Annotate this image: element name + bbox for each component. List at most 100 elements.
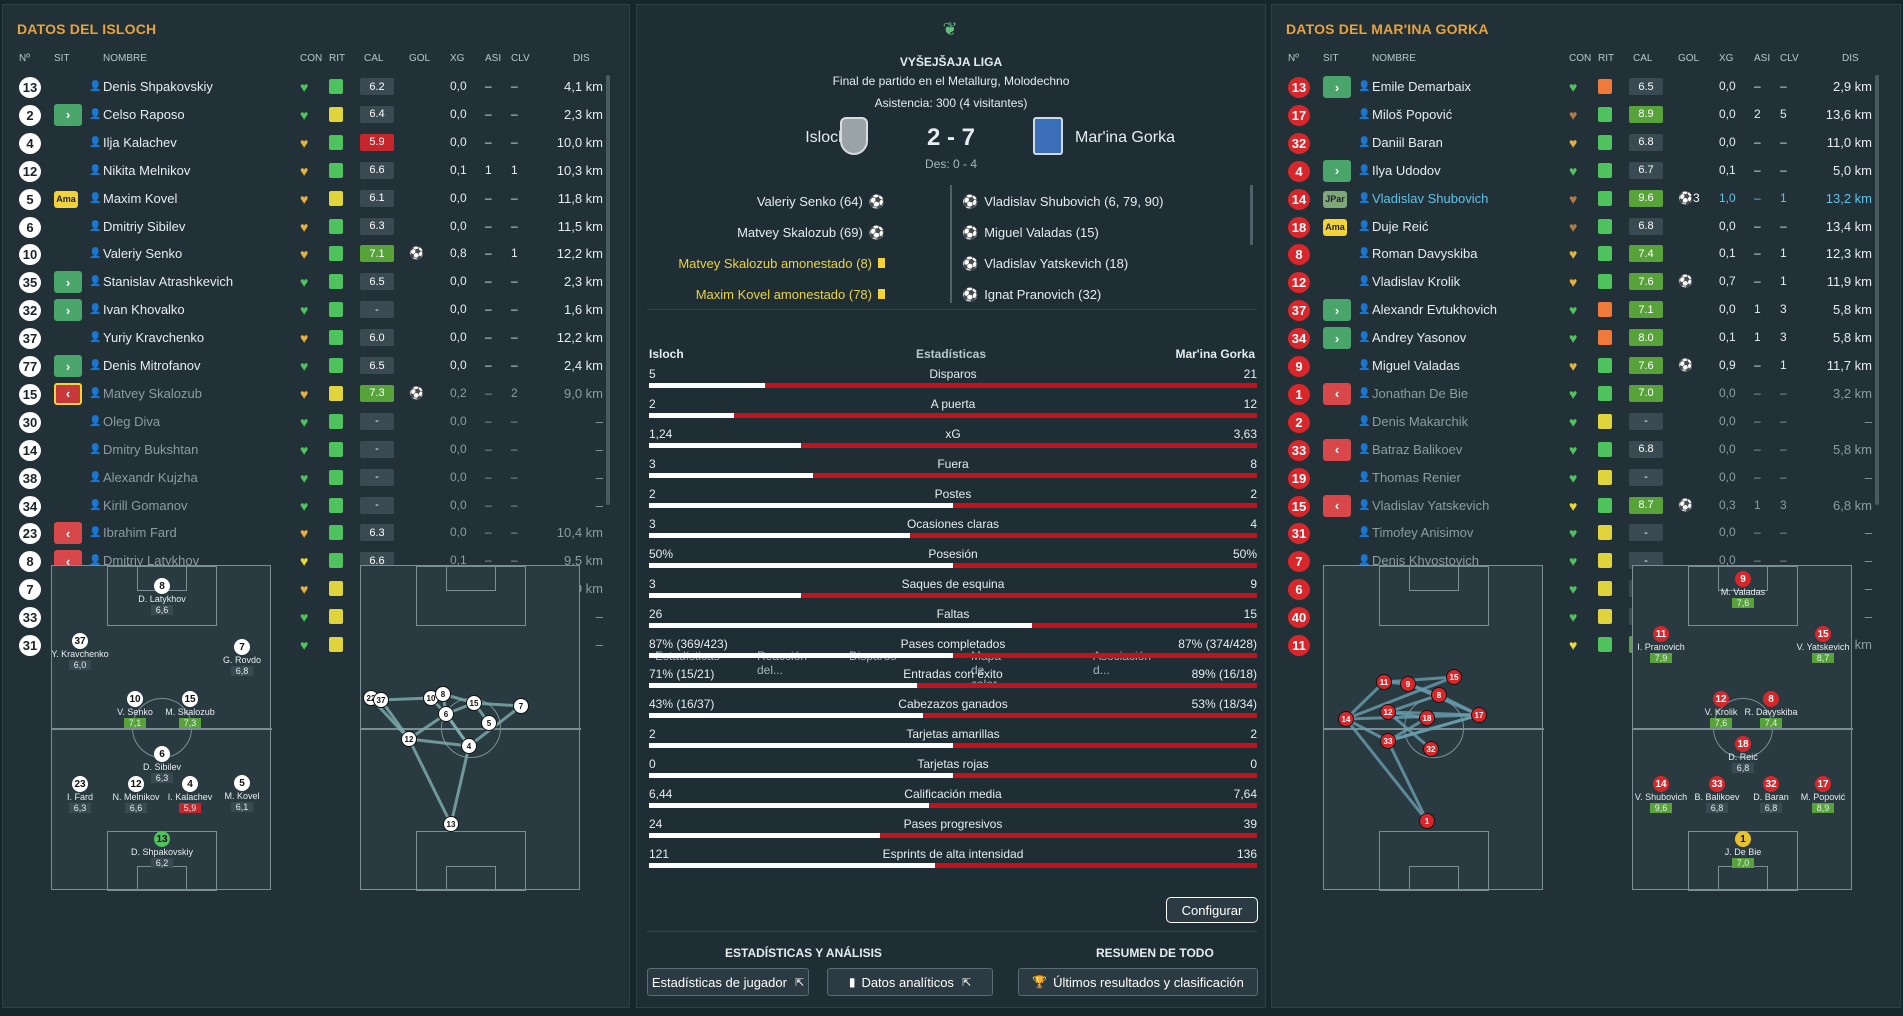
- table-row[interactable]: 14 👤 Dmitry Bukshtan ♥ - 0,0 – – –: [3, 436, 629, 464]
- table-row[interactable]: 6 👤 Dmitriy Sibilev ♥ 6.3 0,0 – – 11,5 km: [3, 213, 629, 241]
- away-event[interactable]: ⚽ Vladislav Shubovich (6, 79, 90): [962, 194, 1163, 210]
- player-name[interactable]: Ilja Kalachev: [103, 134, 177, 150]
- formation-player[interactable]: 12 N. Melnikov 6,6: [101, 776, 171, 813]
- player-name[interactable]: Dmitry Bukshtan: [103, 441, 199, 457]
- header-nombre[interactable]: NOMBRE: [1372, 53, 1416, 64]
- player-name[interactable]: Timofey Anisimov: [1372, 525, 1474, 541]
- formation-player[interactable]: 14 V. Shubovich 9,6: [1626, 776, 1696, 813]
- header-dis[interactable]: DIS: [1842, 53, 1859, 64]
- table-row[interactable]: 4 › 👤 Ilya Udodov ♥ 6.7 0,1 – – 5,0 km: [1272, 157, 1900, 185]
- formation-player[interactable]: 10 V. Senko 7,1: [100, 691, 170, 728]
- player-name[interactable]: Duje Reić: [1372, 218, 1429, 234]
- player-name[interactable]: Nikita Melnikov: [103, 162, 191, 178]
- table-row[interactable]: 17 👤 Miloš Popović ♥ 8.9 0,0 2 5 13,6 km: [1272, 101, 1900, 129]
- player-name[interactable]: Alexandr Evtukhovich: [1372, 302, 1498, 318]
- header-gol[interactable]: GOL: [409, 53, 431, 64]
- home-team-name[interactable]: Isloch: [805, 129, 847, 146]
- away-event[interactable]: ⚽ Vladislav Yatskevich (18): [962, 256, 1128, 272]
- player-name[interactable]: Miguel Valadas: [1372, 358, 1460, 373]
- table-row[interactable]: 8 👤 Roman Davyskiba ♥ 7.4 0,1 – 1 12,3 km: [1272, 240, 1900, 268]
- header-asi[interactable]: ASI: [485, 53, 502, 64]
- player-name[interactable]: Denis Shpakovskiy: [103, 79, 213, 94]
- table-row[interactable]: 34 › 👤 Andrey Yasonov ♥ 8.0 0,1 1 3 5,8 km: [1272, 324, 1900, 352]
- home-scrollbar[interactable]: [606, 75, 610, 505]
- configure-button[interactable]: Configurar: [1166, 897, 1258, 923]
- table-row[interactable]: 9 👤 Miguel Valadas ♥ 7.6 ⚽ 0,9 – 1 11,7 km: [1272, 352, 1900, 380]
- player-name[interactable]: Maxim Kovel: [103, 190, 178, 206]
- formation-player[interactable]: 23 I. Fard 6,3: [45, 776, 115, 813]
- table-row[interactable]: 31 👤 Timofey Anisimov ♥ - 0,0 – – –: [1272, 519, 1900, 547]
- table-row[interactable]: 19 👤 Thomas Renier ♥ - 0,0 – – –: [1272, 464, 1900, 492]
- player-name[interactable]: Denis Mitrofanov: [103, 358, 201, 373]
- away-event[interactable]: ⚽ Miguel Valadas (15): [962, 225, 1099, 241]
- table-row[interactable]: 37 › 👤 Alexandr Evtukhovich ♥ 7.1 0,0 1 3 5,8 km: [1272, 296, 1900, 324]
- player-name[interactable]: Denis Khvostovich: [1372, 553, 1479, 569]
- player-name[interactable]: Yuriy Kravchenko: [103, 330, 205, 346]
- table-row[interactable]: 2 👤 Denis Makarchik ♥ - 0,0 – – –: [1272, 408, 1900, 436]
- player-name[interactable]: Ilya Udodov: [1372, 162, 1441, 178]
- table-row[interactable]: 13 › 👤 Emile Demarbaix ♥ 6.5 0,0 – – 2,9 km: [1272, 73, 1900, 101]
- home-event[interactable]: Maxim Kovel amonestado (78): [696, 287, 885, 302]
- formation-player[interactable]: 9 M. Valadas 7,6: [1708, 571, 1778, 608]
- header-con[interactable]: CON: [1569, 53, 1592, 64]
- formation-player[interactable]: 18 D. Reić 6,8: [1708, 736, 1778, 773]
- formation-player[interactable]: 12 V. Krolik 7,6: [1686, 691, 1756, 728]
- header-clv[interactable]: CLV: [1780, 53, 1799, 64]
- header-sit[interactable]: SIT: [54, 53, 70, 64]
- table-row[interactable]: 14 JPar 👤 Vladislav Shubovich ♥ 9.6 ⚽3 1,0 – 1 13,…: [1272, 185, 1900, 213]
- header-con[interactable]: CON: [300, 53, 323, 64]
- player-name[interactable]: Thomas Renier: [1372, 469, 1461, 485]
- header-xg[interactable]: XG: [1719, 53, 1734, 64]
- formation-player[interactable]: 1 J. De Bie 7,0: [1708, 831, 1778, 868]
- header-sit[interactable]: SIT: [1323, 53, 1339, 64]
- player-name[interactable]: Ivan Khovalko: [103, 302, 185, 318]
- header-cal[interactable]: CAL: [1633, 53, 1653, 64]
- table-row[interactable]: 33 ‹ 👤 Batraz Balikoev ♥ 6.8 0,0 – – 5,8 km: [1272, 436, 1900, 464]
- formation-player[interactable]: 5 M. Kovel 6,1: [207, 775, 277, 812]
- player-name[interactable]: Dmitriy Sibilev: [103, 218, 186, 234]
- player-name[interactable]: Denis Makarchik: [1372, 413, 1469, 429]
- table-row[interactable]: 23 ‹ 👤 Ibrahim Fard ♥ 6.3 0,0 – – 10,4 km: [3, 519, 629, 547]
- formation-player[interactable]: 8 R. Davyskiba 7,4: [1736, 691, 1806, 728]
- table-row[interactable]: 12 👤 Nikita Melnikov ♥ 6.6 0,1 1 1 10,3 km: [3, 157, 629, 185]
- player-name[interactable]: Valeriy Senko: [103, 246, 183, 262]
- home-event[interactable]: Matvey Skalozub (69) ⚽: [737, 225, 885, 241]
- formation-player[interactable]: 33 B. Balikoev 6,8: [1682, 776, 1752, 813]
- table-row[interactable]: 77 › 👤 Denis Mitrofanov ♥ 6.5 0,0 – – 2,4 km: [3, 352, 629, 380]
- table-row[interactable]: 35 › 👤 Stanislav Atrashkevich ♥ 6.5 0,0 – – 2,3 k…: [3, 268, 629, 296]
- header-cal[interactable]: CAL: [364, 53, 384, 64]
- table-row[interactable]: 15 ‹ 👤 Matvey Skalozub ♥ 7.3 ⚽ 0,2 – 2 9,0 km: [3, 380, 629, 408]
- player-name[interactable]: Jonathan De Bie: [1372, 385, 1469, 401]
- player-name[interactable]: Celso Raposo: [103, 106, 185, 122]
- table-row[interactable]: 5 Ama 👤 Maxim Kovel ♥ 6.1 0,0 – – 11,8 km: [3, 185, 629, 213]
- formation-player[interactable]: 11 I. Pranovich 7,9: [1626, 626, 1696, 663]
- player-name[interactable]: Miloš Popović: [1372, 106, 1453, 122]
- table-row[interactable]: 37 👤 Yuriy Kravchenko ♥ 6.0 0,0 – – 12,2 km: [3, 324, 629, 352]
- player-name[interactable]: Batraz Balikoev: [1372, 441, 1463, 457]
- home-event[interactable]: Matvey Skalozub amonestado (8): [678, 256, 885, 271]
- player-name[interactable]: Vladislav Krolik: [1372, 274, 1461, 290]
- player-name[interactable]: Kirill Gomanov: [103, 497, 188, 513]
- header-nombre[interactable]: NOMBRE: [103, 53, 147, 64]
- formation-player[interactable]: 17 M. Popović 8,9: [1788, 776, 1858, 813]
- table-row[interactable]: 34 👤 Kirill Gomanov ♥ - 0,0 – – –: [3, 492, 629, 520]
- formation-player[interactable]: 37 Y. Kravchenko 6,0: [45, 633, 115, 670]
- away-scrollbar[interactable]: [1875, 75, 1879, 505]
- formation-player[interactable]: 15 M. Skalozub 7,3: [155, 691, 225, 728]
- formation-player[interactable]: 6 D. Sibilev 6,3: [127, 746, 197, 783]
- table-row[interactable]: 1 ‹ 👤 Jonathan De Bie ♥ 7.0 0,0 – – 3,2 km: [1272, 380, 1900, 408]
- table-row[interactable]: 4 👤 Ilja Kalachev ♥ 5.9 0,0 – – 10,0 km: [3, 129, 629, 157]
- table-row[interactable]: 13 👤 Denis Shpakovskiy ♥ 6.2 0,0 – – 4,1 km: [3, 73, 629, 101]
- header-rit[interactable]: RIT: [1598, 53, 1615, 64]
- formation-player[interactable]: 13 D. Shpakovskiy 6,2: [127, 831, 197, 868]
- table-row[interactable]: 38 👤 Alexandr Kujzha ♥ - 0,0 – – –: [3, 464, 629, 492]
- away-event[interactable]: ⚽ Ignat Pranovich (32): [962, 287, 1101, 303]
- header-no[interactable]: Nº: [19, 53, 30, 64]
- player-name[interactable]: Emile Demarbaix: [1372, 79, 1471, 94]
- player-name[interactable]: Vladislav Shubovich: [1372, 190, 1489, 206]
- header-asi[interactable]: ASI: [1754, 53, 1771, 64]
- table-row[interactable]: 32 👤 Daniil Baran ♥ 6.8 0,0 – – 11,0 km: [1272, 129, 1900, 157]
- results-button[interactable]: 🏆 Últimos resultados y clasificación: [1018, 968, 1258, 996]
- player-name[interactable]: Alexandr Kujzha: [103, 469, 198, 485]
- formation-player[interactable]: 7 G. Rovdo 6,8: [207, 639, 277, 676]
